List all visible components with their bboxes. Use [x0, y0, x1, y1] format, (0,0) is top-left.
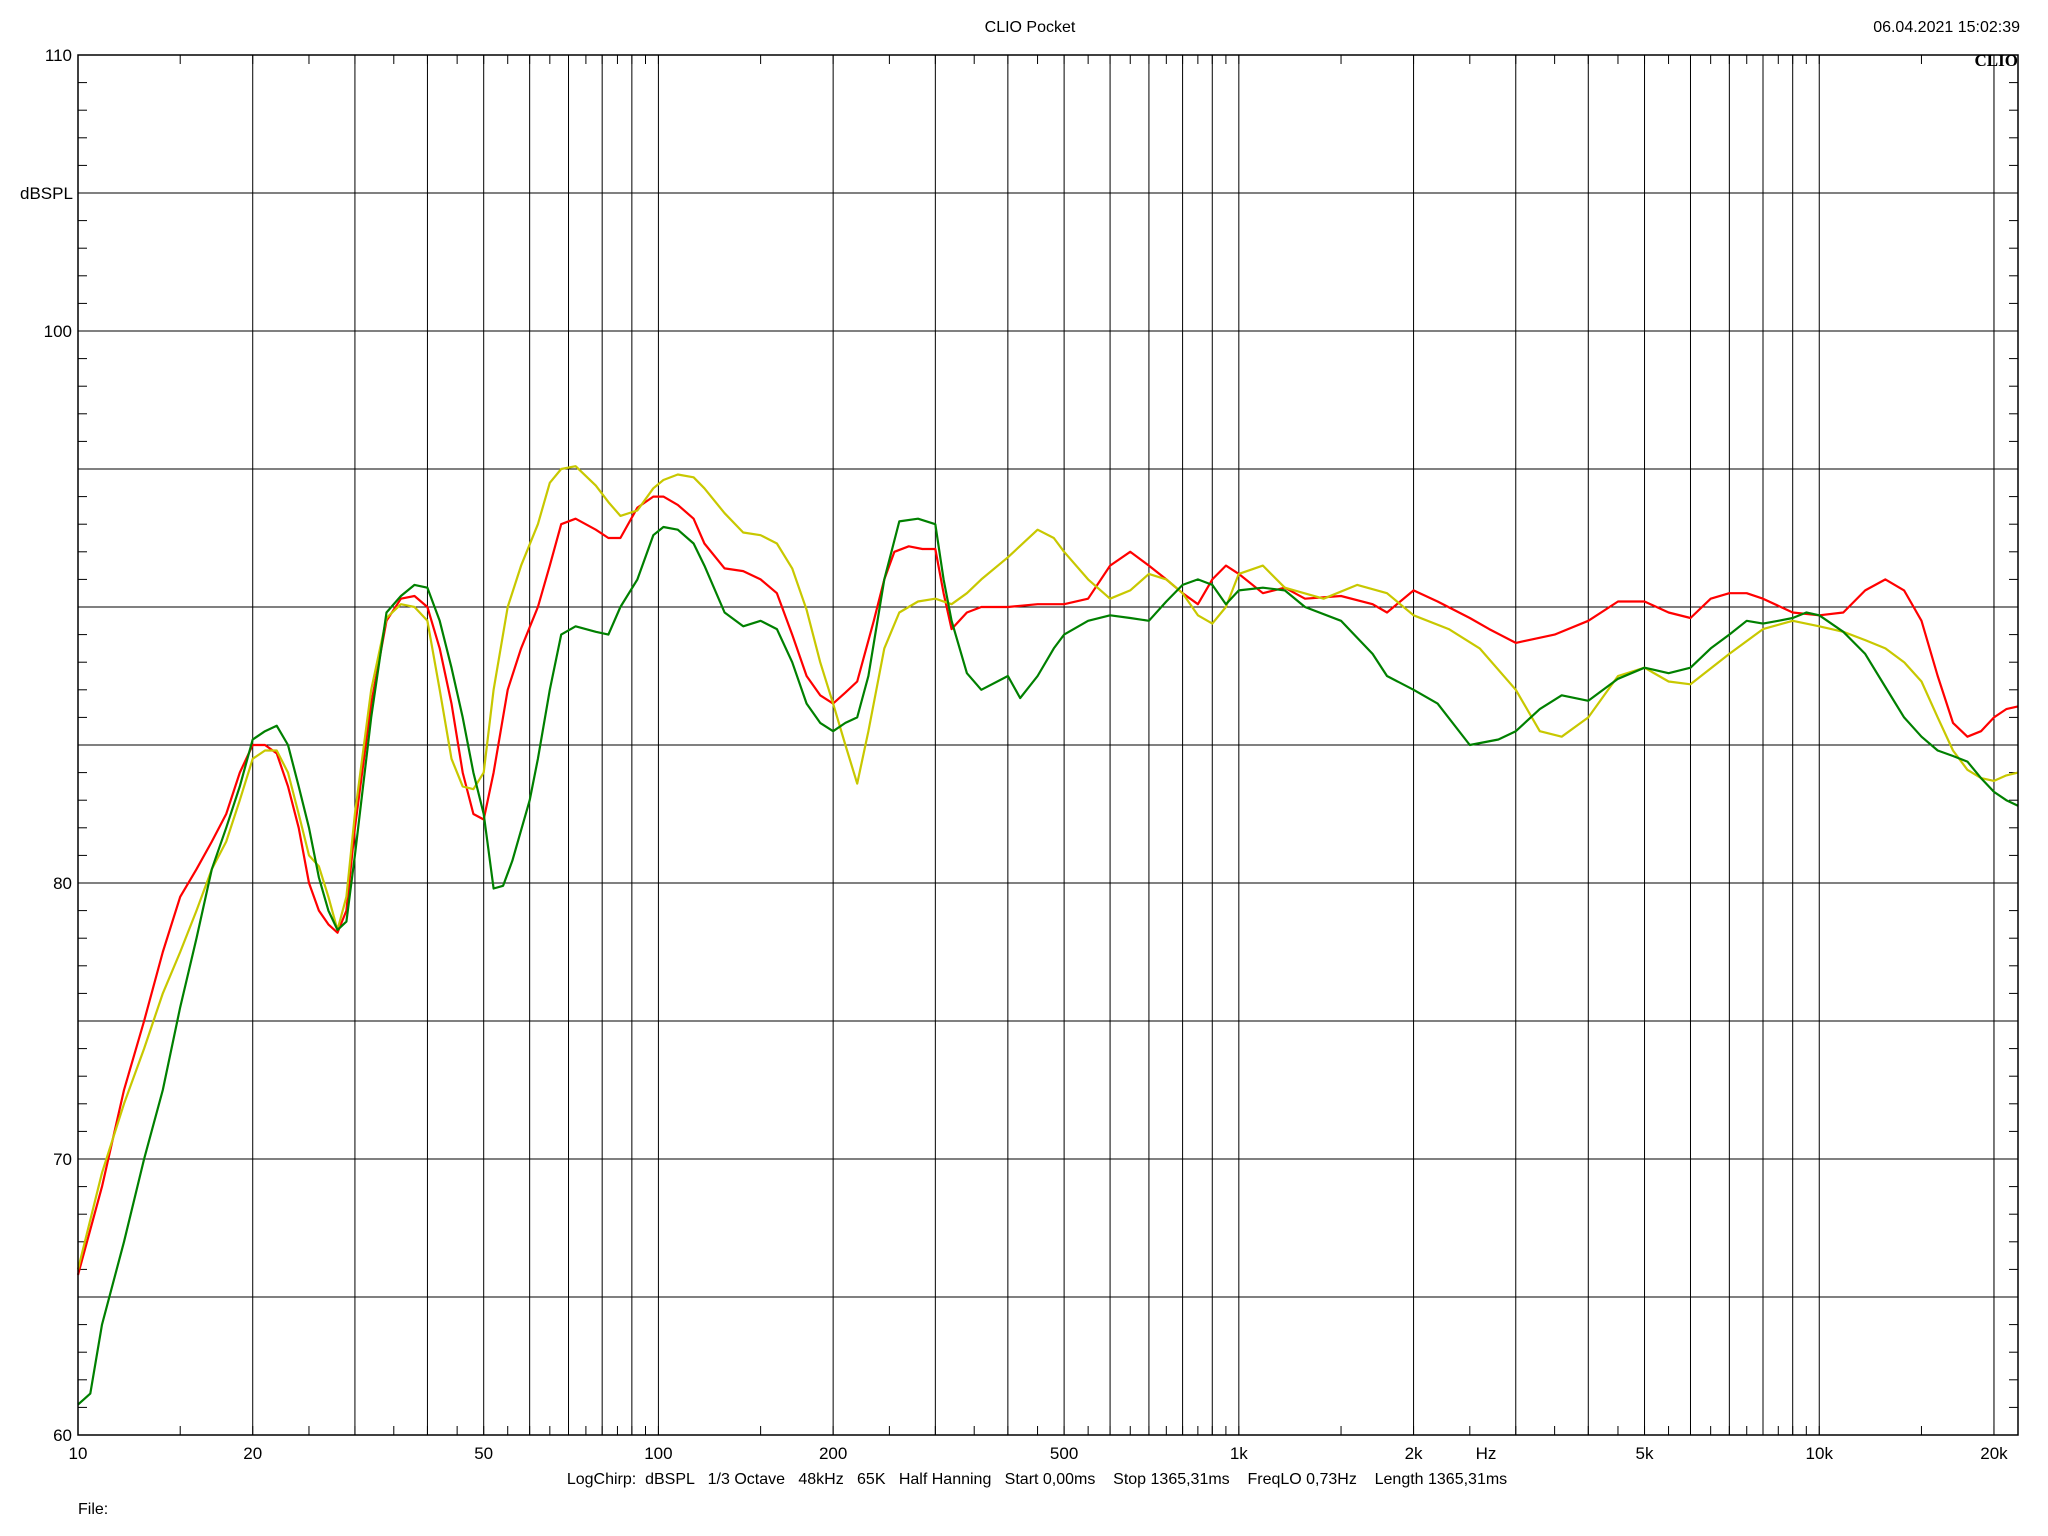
- x-tick-label: 10: [69, 1444, 88, 1463]
- y-axis-label: dBSPL: [20, 184, 73, 203]
- x-tick-label: 2k: [1405, 1444, 1423, 1463]
- x-tick-label: 20k: [1980, 1444, 2008, 1463]
- y-tick-label: 110: [45, 46, 72, 65]
- x-tick-label: 5k: [1636, 1444, 1654, 1463]
- x-tick-labels: 10 20 50 100 200 500 1k 2k 5k 10k 20k: [69, 1444, 2009, 1463]
- chart-title: CLIO Pocket: [985, 19, 1076, 36]
- x-tick-label: 20: [243, 1444, 262, 1463]
- y-tick-label: 60: [53, 1426, 72, 1445]
- x-tick-label: 100: [644, 1444, 672, 1463]
- x-axis-label: Hz: [1476, 1444, 1497, 1463]
- timestamp: 06.04.2021 15:02:39: [1873, 19, 2020, 36]
- series-line-2: [76, 465, 2019, 1270]
- x-tick-label: 1k: [1230, 1444, 1248, 1463]
- y-tick-label: 100: [44, 322, 72, 341]
- series-line-1: [76, 495, 2019, 1276]
- clio-logo: CLIO: [1975, 51, 2018, 70]
- series-line-3: [77, 517, 2019, 1406]
- series-lines: [76, 465, 2019, 1406]
- grid-lines: [77, 54, 2018, 1436]
- x-tick-label: 200: [819, 1444, 847, 1463]
- file-label: File:: [78, 1501, 108, 1518]
- x-tick-label: 50: [474, 1444, 493, 1463]
- x-tick-label: 10k: [1806, 1444, 1834, 1463]
- y-tick-label: 80: [53, 874, 72, 893]
- x-tick-label: 500: [1050, 1444, 1078, 1463]
- y-tick-label: 70: [53, 1150, 72, 1169]
- y-tick-labels: 60 70 80 100 110: [44, 46, 72, 1445]
- measurement-settings: LogChirp: dBSPL 1/3 Octave 48kHz 65K Hal…: [567, 1471, 1507, 1488]
- plot-frame: [77, 54, 2019, 1436]
